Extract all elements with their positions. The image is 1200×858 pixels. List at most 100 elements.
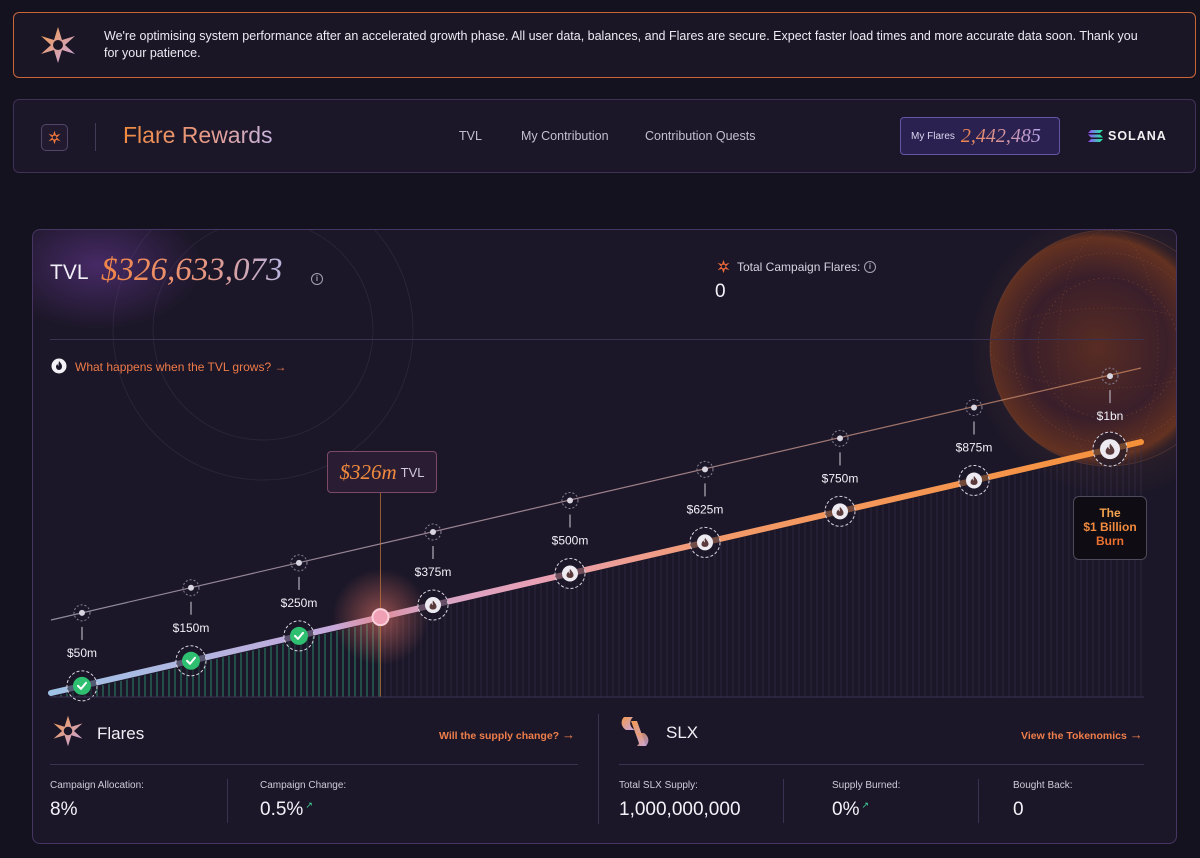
slx-panel-title: SLX <box>666 723 699 742</box>
milestone-750m[interactable]: $750m <box>822 429 859 527</box>
milestone-target-dot <box>296 559 302 566</box>
milestone-target-dot <box>188 584 194 591</box>
campaign-change-stat: 0.5% ↗ <box>260 799 313 821</box>
maintenance-banner: We're optimising system performance afte… <box>13 12 1196 78</box>
supply-change-link[interactable]: Will the supply change? → <box>439 727 575 742</box>
nav-link-my-contribution[interactable]: My Contribution <box>521 129 609 143</box>
milestone-target-dot <box>567 497 573 504</box>
nav-divider <box>95 123 96 151</box>
milestone-target-dot <box>702 466 708 473</box>
flare-icon <box>717 259 730 274</box>
progress-hatch <box>54 446 1142 697</box>
milestone-target-ring <box>290 554 308 572</box>
milestone-target-ring <box>1101 367 1119 385</box>
milestone-label: $875m <box>956 440 993 454</box>
supply-change-link-label: Will the supply change? <box>439 730 560 742</box>
total-slx-supply-label: Total SLX Supply: <box>619 780 698 791</box>
milestone-target-dot <box>430 529 436 536</box>
flare-star-icon <box>41 27 75 63</box>
milestone-label: $1bn <box>1097 409 1124 423</box>
milestone-375m[interactable]: $375m <box>415 523 452 621</box>
stat-divider <box>783 779 784 823</box>
glow-decoration <box>33 230 203 330</box>
ring-decoration <box>112 230 414 481</box>
milestone-625m[interactable]: $625m <box>687 460 724 558</box>
milestone-label: $625m <box>687 502 724 516</box>
tvl-progress-line <box>48 439 1144 696</box>
current-tvl-tag: $326m TVL <box>327 451 437 493</box>
supply-burned-label: Supply Burned: <box>832 780 901 791</box>
supply-burned-value: 0% <box>832 799 860 820</box>
top-navbar: Flare Rewards TVL My Contribution Contri… <box>13 99 1196 173</box>
stat-divider <box>978 779 979 823</box>
milestone-label: $500m <box>552 533 589 547</box>
milestone-label: $150m <box>173 621 210 635</box>
campaign-allocation-label: Campaign Allocation: <box>50 780 144 791</box>
milestone-500m[interactable]: $500m <box>552 491 589 589</box>
current-tvl-point <box>371 608 390 627</box>
tvl-info-icon[interactable]: i <box>311 273 323 285</box>
milestone-target-ring <box>696 460 714 478</box>
flares-star-icon <box>53 715 83 747</box>
milestone-target-dot <box>79 609 85 616</box>
arrow-up-right-icon: ↗ <box>305 799 313 810</box>
milestone-50m[interactable]: $50m <box>66 604 98 702</box>
flares-stats-divider <box>50 764 578 765</box>
campaign-flares-label: Total Campaign Flares: <box>737 260 861 274</box>
page-title: Flare Rewards <box>123 122 273 148</box>
milestone-target-dot <box>837 435 843 442</box>
tvl-value: $326,633,073 <box>101 252 283 288</box>
milestone-250m[interactable]: $250m <box>281 554 318 652</box>
arrow-right-icon: → <box>562 727 576 742</box>
milestone-complete-dot <box>182 651 200 670</box>
milestone-label: $50m <box>67 646 97 660</box>
current-tvl-marker <box>332 464 429 697</box>
burn-line-2: $1 Billion <box>1083 520 1137 534</box>
bought-back-value: 0 <box>1013 799 1024 820</box>
burn-line-3: Burn <box>1096 534 1124 548</box>
flares-panel-title: Flares <box>97 724 145 743</box>
campaign-change-value: 0.5% <box>260 799 304 820</box>
current-tvl-value: $326m <box>339 459 397 484</box>
my-flares-button[interactable]: My Flares 2,442,485 <box>900 117 1060 155</box>
chain-name: SOLANA <box>1108 129 1167 143</box>
flare-logo-icon <box>48 130 61 145</box>
billion-burn-badge[interactable]: The $1 Billion Burn <box>1073 496 1147 560</box>
milestone-target-ring <box>561 491 579 509</box>
milestone-target-dot <box>1107 373 1113 380</box>
app-logo[interactable] <box>41 124 68 151</box>
banner-message: We're optimising system performance afte… <box>104 29 1138 60</box>
arrow-right-icon: → <box>1129 727 1143 742</box>
nav-link-tvl[interactable]: TVL <box>459 129 482 143</box>
burn-line-1: The <box>1099 506 1121 520</box>
fire-icon <box>701 537 709 547</box>
total-slx-supply-value: 1,000,000,000 <box>619 799 741 820</box>
milestone-875m[interactable]: $875m <box>956 398 993 496</box>
supply-burned-stat: 0% ↗ <box>832 799 869 821</box>
tvl-growth-link[interactable]: What happens when the TVL grows? → <box>75 360 286 374</box>
bought-back-label: Bought Back: <box>1013 780 1073 791</box>
milestone-target-dot <box>971 404 977 411</box>
campaign-flares-value: 0 <box>715 281 726 302</box>
slx-stats-divider <box>619 764 1144 765</box>
fire-icon <box>429 600 437 610</box>
globe-decoration <box>970 230 1176 497</box>
tvl-milestone-chart: $50m $150m $250m $375m $500m $625m $750m $875m $… <box>48 230 1176 702</box>
nav-link-contribution-quests[interactable]: Contribution Quests <box>645 129 756 143</box>
campaign-flares-info-icon[interactable]: i <box>864 261 876 273</box>
milestone-target-ring <box>182 579 200 597</box>
panel-divider <box>598 714 599 824</box>
milestone-150m[interactable]: $150m <box>173 579 210 677</box>
tokenomics-link-label: View the Tokenomics <box>1021 730 1127 742</box>
milestone-1bn[interactable]: $1bn <box>1092 367 1128 467</box>
fire-icon <box>51 358 67 374</box>
tokenomics-link[interactable]: View the Tokenomics → <box>1021 727 1143 742</box>
check-icon <box>186 656 196 665</box>
check-icon <box>294 631 304 640</box>
tvl-card: $50m $150m $250m $375m $500m $625m $750m $875m $… <box>32 229 1177 844</box>
fire-icon <box>566 568 574 578</box>
my-flares-value: 2,442,485 <box>960 124 1041 147</box>
section-divider <box>50 339 1144 340</box>
fire-icon <box>1105 443 1115 455</box>
milestone-label: $750m <box>822 471 859 485</box>
